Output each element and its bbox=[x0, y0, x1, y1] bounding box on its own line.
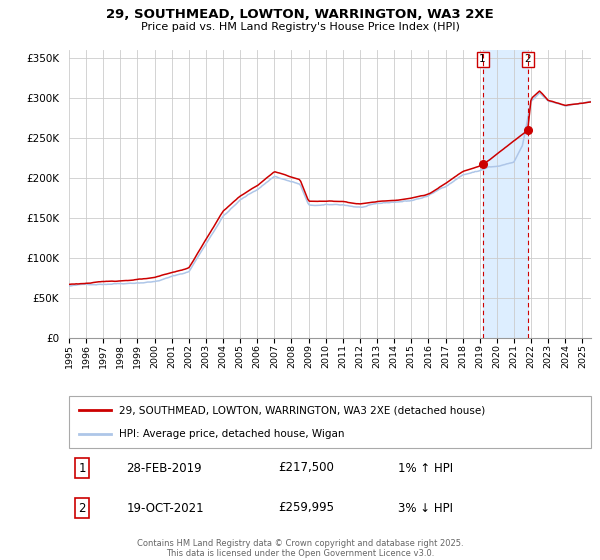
Text: 1: 1 bbox=[78, 461, 86, 474]
Text: 1: 1 bbox=[479, 54, 486, 64]
Text: 2: 2 bbox=[524, 54, 531, 64]
Bar bbox=[482, 50, 527, 338]
Text: 3% ↓ HPI: 3% ↓ HPI bbox=[398, 502, 453, 515]
Text: 28-FEB-2019: 28-FEB-2019 bbox=[127, 461, 202, 474]
Text: 29, SOUTHMEAD, LOWTON, WARRINGTON, WA3 2XE: 29, SOUTHMEAD, LOWTON, WARRINGTON, WA3 2… bbox=[106, 8, 494, 21]
Text: £217,500: £217,500 bbox=[278, 461, 334, 474]
Text: 19-OCT-2021: 19-OCT-2021 bbox=[127, 502, 204, 515]
Text: 1% ↑ HPI: 1% ↑ HPI bbox=[398, 461, 453, 474]
Text: HPI: Average price, detached house, Wigan: HPI: Average price, detached house, Wiga… bbox=[119, 429, 344, 439]
Text: Price paid vs. HM Land Registry's House Price Index (HPI): Price paid vs. HM Land Registry's House … bbox=[140, 22, 460, 32]
Text: 2: 2 bbox=[78, 502, 86, 515]
Text: £259,995: £259,995 bbox=[278, 502, 334, 515]
Text: 29, SOUTHMEAD, LOWTON, WARRINGTON, WA3 2XE (detached house): 29, SOUTHMEAD, LOWTON, WARRINGTON, WA3 2… bbox=[119, 405, 485, 415]
Text: Contains HM Land Registry data © Crown copyright and database right 2025.
This d: Contains HM Land Registry data © Crown c… bbox=[137, 539, 463, 558]
